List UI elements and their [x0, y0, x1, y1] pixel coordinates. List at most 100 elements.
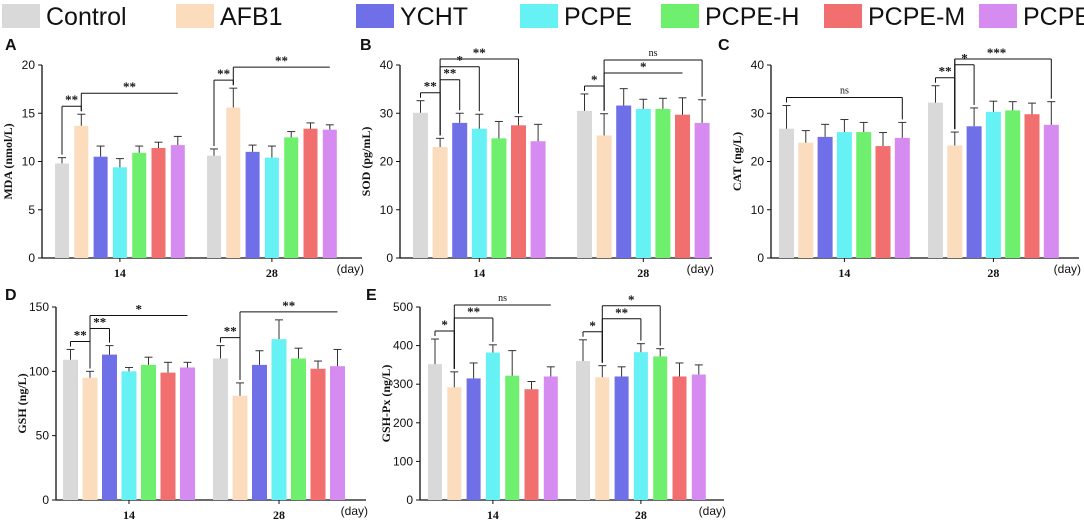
- y-tick-label: 0: [406, 493, 413, 507]
- significance-label: **: [424, 79, 437, 94]
- y-axis-title: MDA (nmol/L): [1, 123, 15, 199]
- significance-label: *: [961, 51, 968, 66]
- bar-ycht-day14: [466, 378, 481, 500]
- significance-label: *: [589, 318, 596, 333]
- bar-pcpe-h-day14: [505, 375, 520, 500]
- significance-label: *: [1000, 45, 1007, 60]
- significance-label: **: [473, 45, 486, 60]
- bar-control-day28: [576, 361, 590, 500]
- x-category-label: 28: [637, 266, 649, 280]
- y-tick-label: 30: [380, 106, 394, 120]
- significance-label: *: [456, 53, 463, 68]
- significance-label: ns: [840, 86, 849, 97]
- y-axis-title: GSH-Px (ng/L): [379, 365, 393, 443]
- significance-label: ns: [498, 293, 507, 304]
- significance-label: *: [640, 59, 647, 74]
- bar-afb1-day14: [798, 142, 814, 258]
- bar-control-day14: [779, 128, 794, 258]
- significance-label: **: [275, 53, 288, 68]
- bar-pcpe-m-day28: [310, 368, 326, 500]
- legend-label: PCPE-M: [868, 3, 965, 31]
- y-tick-label: 10: [22, 155, 36, 169]
- bar-pcpe-day14: [112, 167, 127, 258]
- bar-afb1-day14: [432, 147, 448, 258]
- y-tick-label: 50: [36, 429, 50, 443]
- bar-pcpe-day14: [121, 371, 137, 500]
- bar-pcpe-l-day28: [330, 366, 345, 500]
- significance-label: *: [628, 292, 635, 307]
- bar-pcpe-m-day14: [524, 389, 539, 500]
- x-unit-label: (day): [699, 504, 726, 518]
- bar-pcpe-m-day14: [875, 146, 891, 258]
- y-tick-label: 0: [757, 251, 764, 265]
- legend-item-ycht: YCHT: [356, 3, 468, 31]
- x-category-label: 28: [273, 508, 285, 522]
- bar-control-day28: [207, 155, 221, 258]
- y-tick-label: 0: [28, 251, 35, 265]
- x-category-label: 14: [473, 266, 485, 280]
- panel-letter: D: [5, 287, 17, 304]
- bar-afb1-day28: [595, 377, 610, 500]
- significance-bracket: *: [584, 72, 605, 111]
- significance-bracket: **: [239, 298, 338, 380]
- significance-label: **: [443, 66, 456, 81]
- y-tick-label: 40: [751, 58, 765, 72]
- significance-label: ns: [649, 48, 658, 59]
- y-axis-title: GSH (ng/L): [15, 373, 29, 433]
- bar-pcpe-l-day14: [894, 137, 910, 258]
- y-axis-title: CAT (ng/L): [730, 132, 744, 191]
- bar-pcpe-m-day28: [303, 128, 318, 258]
- bar-ycht-day14: [102, 354, 117, 500]
- legend-label: PCPE: [564, 3, 632, 31]
- x-category-label: 28: [266, 266, 278, 280]
- bar-pcpe-h-day14: [856, 132, 872, 258]
- significance-label: **: [123, 79, 136, 94]
- panel-e: E 0 100 200 300 400 500 GSH-Px (ng/L) 14 28 (day) *…: [366, 287, 726, 522]
- panel-letter: B: [360, 37, 372, 54]
- y-tick-label: 10: [380, 203, 394, 217]
- legend-swatch: [520, 4, 558, 28]
- significance-bracket: ns: [786, 86, 903, 120]
- legend-item-afb1: AFB1: [176, 3, 283, 31]
- bar-pcpe-m-day28: [1024, 114, 1040, 258]
- significance-label: **: [93, 314, 106, 329]
- significance-label: **: [615, 305, 628, 320]
- legend-item-pcpe-m: PCPE-M: [824, 3, 965, 31]
- legend-swatch: [356, 4, 394, 28]
- bar-pcpe-h-day28: [284, 137, 299, 258]
- y-tick-label: 100: [393, 454, 413, 468]
- significance-label: **: [987, 45, 1000, 60]
- legend-label: Control: [46, 3, 127, 31]
- bar-pcpe-l-day14: [180, 367, 195, 500]
- y-tick-label: 15: [22, 106, 36, 120]
- bar-ycht-day14: [93, 156, 108, 258]
- y-tick-label: 200: [393, 416, 413, 430]
- significance-label: **: [224, 324, 237, 339]
- bar-afb1-day14: [74, 125, 89, 258]
- significance-label: **: [939, 64, 952, 79]
- x-category-label: 28: [635, 508, 647, 522]
- significance-label: *: [441, 317, 448, 332]
- bar-afb1-day14: [82, 377, 98, 500]
- bar-ycht-day28: [252, 364, 267, 500]
- significance-label: **: [282, 298, 295, 313]
- y-tick-label: 30: [751, 106, 765, 120]
- y-tick-label: 20: [380, 155, 394, 169]
- y-tick-label: 300: [393, 377, 413, 391]
- x-category-label: 28: [987, 266, 999, 280]
- legend-label: PCPE-L: [1023, 3, 1084, 31]
- bar-control-day14: [55, 163, 69, 258]
- bar-pcpe-day28: [271, 339, 287, 500]
- significance-bracket: *: [601, 292, 661, 363]
- significance-label: *: [591, 72, 598, 87]
- significance-bracket: **: [80, 79, 178, 112]
- x-unit-label: (day): [341, 504, 368, 518]
- bar-pcpe-l-day28: [691, 374, 706, 500]
- y-tick-label: 10: [751, 203, 765, 217]
- bar-pcpe-m-day28: [675, 114, 690, 258]
- y-tick-label: 150: [29, 300, 49, 314]
- legend-swatch: [979, 4, 1017, 28]
- y-tick-label: 5: [28, 203, 35, 217]
- bar-pcpe-h-day14: [132, 152, 147, 258]
- significance-bracket: ns: [453, 293, 551, 369]
